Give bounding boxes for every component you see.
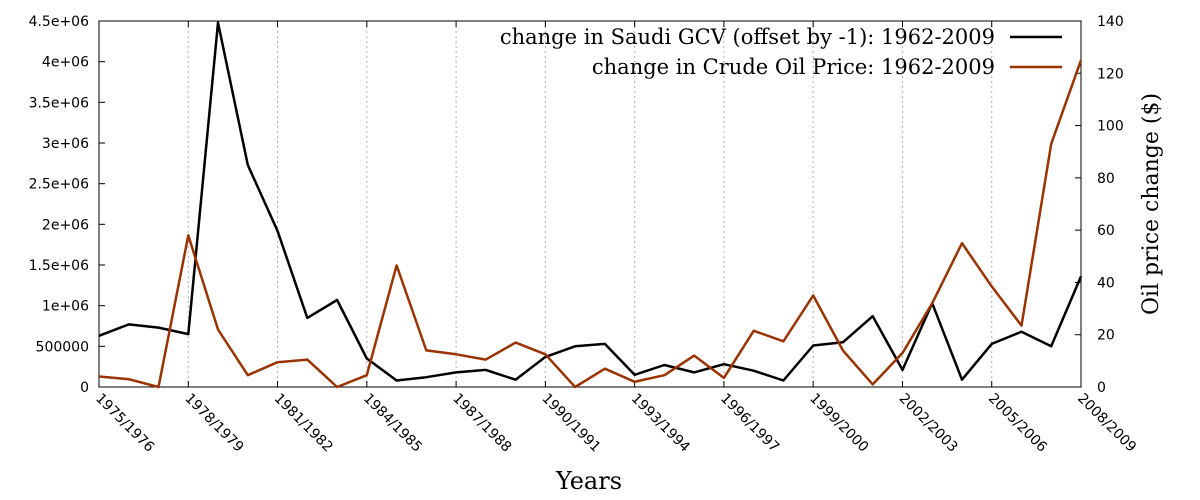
x-axis-title: Years: [555, 467, 622, 495]
left-y-tick-label: 500000: [36, 339, 89, 355]
x-tick-label: 2008/2009: [1074, 391, 1139, 456]
left-y-tick-label: 2.5e+06: [29, 177, 90, 193]
right-y-tick-label: 120: [1097, 66, 1124, 82]
left-y-tick-label: 3e+06: [42, 136, 89, 152]
x-tick-label: 1978/1979: [181, 391, 246, 456]
x-tick-label: 1975/1976: [92, 391, 157, 456]
vertical-grid-lines: [187, 21, 993, 387]
left-y-axis: 0 500000 1e+06 1.5e+06 2e+06 2.5e+06 3e+06 3.5e…: [29, 14, 105, 396]
x-axis: 1975/1976 1978/1979 1981/1982 1984/1985 1987…: [92, 21, 1139, 456]
series-lines: [98, 21, 1083, 389]
left-y-tick-label: 4.5e+06: [29, 14, 90, 30]
right-y-tick-label: 40: [1097, 275, 1115, 291]
series-line-oil-price: [98, 59, 1083, 389]
right-y-tick-label: 0: [1097, 380, 1106, 396]
right-y-tick-label: 100: [1097, 119, 1124, 135]
x-tick-label: 1981/1982: [271, 391, 336, 456]
x-tick-label: 1984/1985: [360, 391, 425, 456]
left-y-tick-label: 3.5e+06: [29, 95, 90, 111]
x-tick-label: 1996/1997: [717, 391, 782, 456]
left-y-tick-label: 1.5e+06: [29, 258, 90, 274]
left-y-tick-label: 4e+06: [42, 55, 89, 71]
left-y-tick-label: 0: [80, 380, 89, 396]
right-y-axis: 0 20 40 60 80 100 120 140: [1075, 14, 1124, 396]
right-y-tick-label: 140: [1097, 14, 1124, 30]
legend: change in Saudi GCV (offset by -1): 1962…: [500, 25, 1062, 79]
x-tick-label: 1993/1994: [628, 391, 693, 456]
right-y-tick-label: 80: [1097, 171, 1115, 187]
series-line-saudi-gcv: [98, 21, 1083, 382]
x-tick-label: 1990/1991: [539, 391, 604, 456]
left-y-tick-label: 2e+06: [42, 217, 89, 233]
x-tick-label: 1999/2000: [806, 391, 871, 456]
legend-label: change in Saudi GCV (offset by -1): 1962…: [500, 25, 995, 49]
x-tick-label: 2002/2003: [896, 391, 961, 456]
x-tick-label: 1987/1988: [449, 391, 514, 456]
plot-area-frame: [98, 20, 1082, 388]
right-y-tick-label: 20: [1097, 328, 1115, 344]
x-tick-label: 2005/2006: [985, 391, 1050, 456]
left-y-tick-label: 1e+06: [42, 299, 89, 315]
right-y-axis-title: Oil price change ($): [1139, 93, 1164, 315]
right-y-tick-label: 60: [1097, 223, 1115, 239]
legend-label: change in Crude Oil Price: 1962-2009: [592, 55, 995, 79]
